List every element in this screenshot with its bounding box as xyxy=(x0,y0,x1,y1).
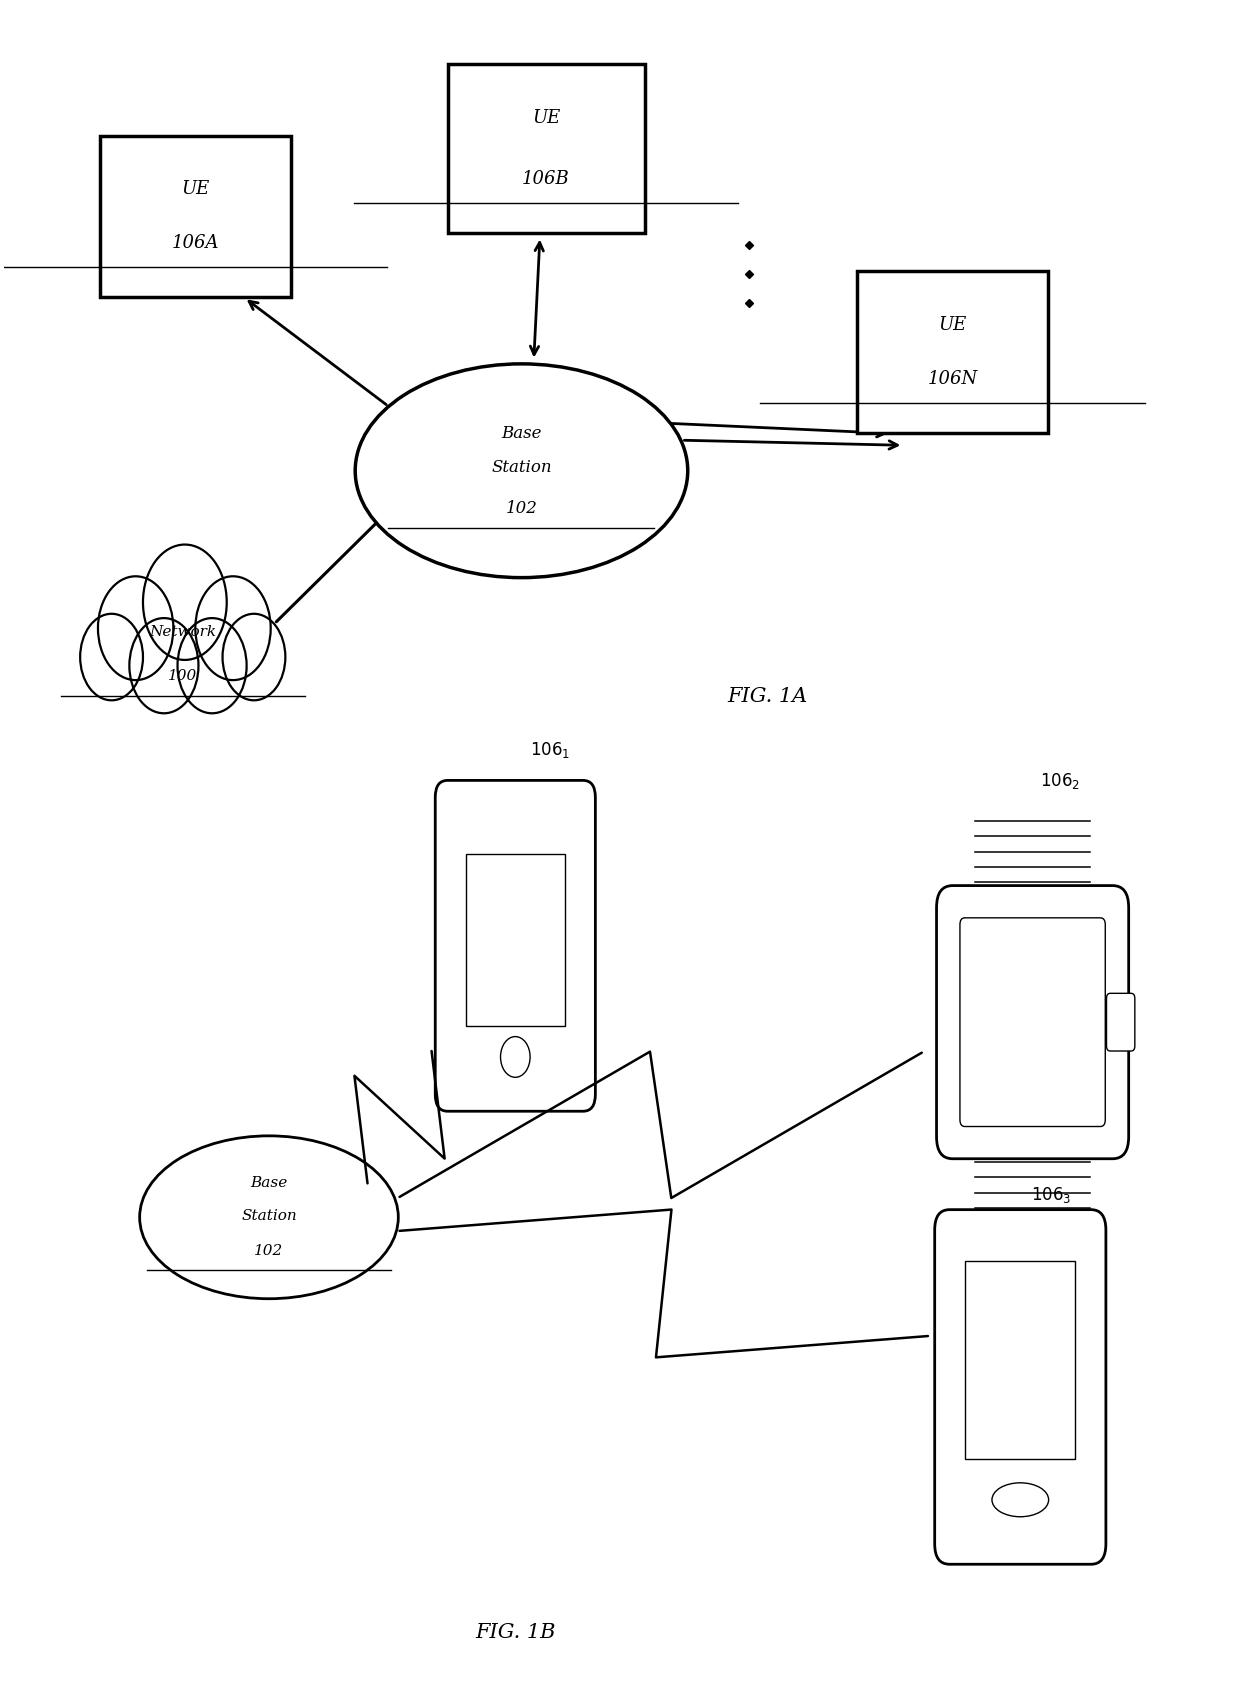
Text: 102: 102 xyxy=(254,1245,284,1258)
FancyBboxPatch shape xyxy=(448,63,645,234)
Text: 106B: 106B xyxy=(522,170,570,188)
Circle shape xyxy=(177,619,247,713)
Text: Network: Network xyxy=(149,626,216,639)
Text: UE: UE xyxy=(939,315,967,334)
FancyBboxPatch shape xyxy=(935,1209,1106,1563)
Text: $106_3$: $106_3$ xyxy=(1030,1185,1071,1204)
Ellipse shape xyxy=(355,363,688,578)
FancyBboxPatch shape xyxy=(435,781,595,1112)
Circle shape xyxy=(143,544,227,660)
Text: FIG. 1A: FIG. 1A xyxy=(728,687,808,706)
Text: Base: Base xyxy=(501,425,542,442)
Text: Base: Base xyxy=(250,1176,288,1190)
Text: Station: Station xyxy=(241,1209,296,1222)
Text: UE: UE xyxy=(532,109,560,126)
FancyBboxPatch shape xyxy=(857,271,1048,433)
Text: 100: 100 xyxy=(169,668,197,684)
Circle shape xyxy=(196,576,270,680)
Circle shape xyxy=(129,619,198,713)
Text: 106A: 106A xyxy=(171,234,218,252)
Circle shape xyxy=(81,614,143,701)
FancyBboxPatch shape xyxy=(936,885,1128,1159)
Text: Station: Station xyxy=(491,459,552,476)
Text: FIG. 1B: FIG. 1B xyxy=(475,1623,556,1642)
Text: UE: UE xyxy=(181,181,210,198)
Circle shape xyxy=(501,1037,529,1078)
Text: 106N: 106N xyxy=(928,370,977,389)
Circle shape xyxy=(98,576,174,680)
FancyBboxPatch shape xyxy=(960,917,1105,1127)
Ellipse shape xyxy=(140,1136,398,1299)
Text: $106_1$: $106_1$ xyxy=(529,740,570,760)
FancyBboxPatch shape xyxy=(466,854,564,1026)
FancyBboxPatch shape xyxy=(966,1260,1075,1459)
Ellipse shape xyxy=(992,1483,1049,1517)
Text: $106_2$: $106_2$ xyxy=(1039,771,1080,791)
FancyBboxPatch shape xyxy=(99,136,290,297)
Circle shape xyxy=(222,614,285,701)
FancyBboxPatch shape xyxy=(1106,994,1135,1050)
Text: 102: 102 xyxy=(506,500,537,517)
